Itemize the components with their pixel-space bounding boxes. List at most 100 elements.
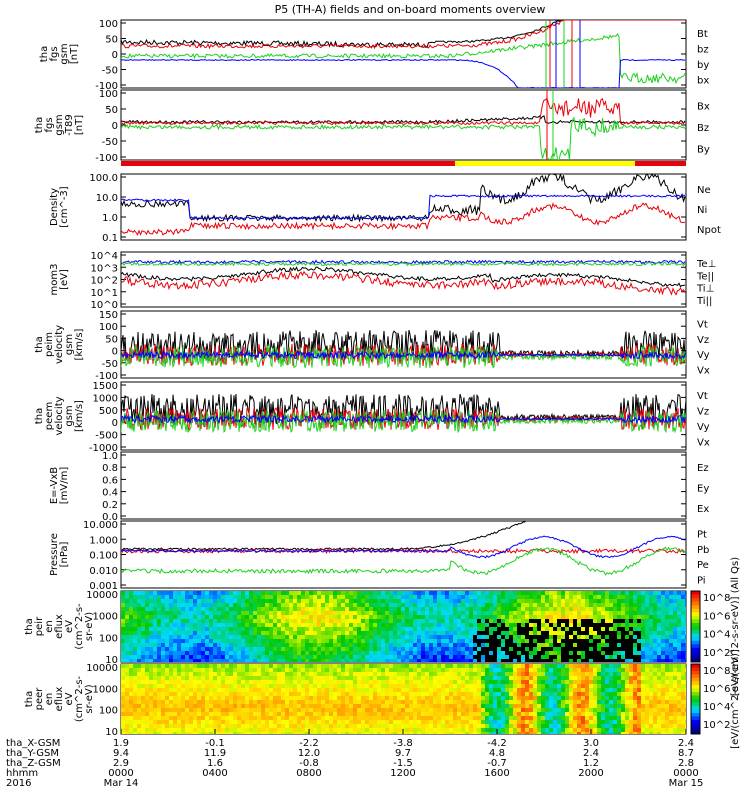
heat-cell: [233, 647, 237, 651]
heat-cell: [373, 623, 377, 627]
heat-cell: [253, 591, 257, 595]
heat-cell: [249, 615, 253, 619]
heat-cell: [661, 627, 665, 631]
heat-cell: [549, 724, 553, 728]
heat-cell: [381, 619, 385, 623]
heat-cell: [433, 664, 437, 668]
heat-cell: [577, 724, 581, 728]
heat-cell: [165, 603, 169, 607]
heat-cell: [661, 623, 665, 627]
heat-cell: [149, 696, 153, 700]
heat-cell: [265, 635, 269, 639]
heat-cell: [533, 672, 537, 676]
heat-cell: [325, 659, 329, 662]
heat-cell: [141, 615, 145, 619]
legend-entry: Pi: [697, 575, 706, 586]
heat-cell: [173, 732, 177, 734]
heat-cell: [577, 615, 581, 619]
heat-cell: [461, 668, 465, 672]
heat-cell: [153, 664, 157, 668]
heat-cell: [433, 696, 437, 700]
heat-cell: [189, 615, 193, 619]
heat-cell: [589, 664, 593, 668]
heat-cell: [633, 651, 637, 655]
legend-entry: By: [697, 144, 710, 155]
heat-cell: [273, 668, 277, 672]
heat-cell: [593, 631, 597, 635]
heat-cell: [129, 639, 133, 643]
heat-cell: [365, 639, 369, 643]
heat-cell: [389, 627, 393, 631]
heat-cell: [389, 704, 393, 708]
heat-cell: [477, 619, 481, 623]
heat-cell: [573, 684, 577, 688]
heat-cell: [549, 696, 553, 700]
heat-cell: [285, 664, 289, 668]
heat-cell: [601, 599, 605, 603]
heat-cell: [665, 631, 669, 635]
heat-cell: [345, 619, 349, 623]
heat-cell: [553, 639, 557, 643]
heat-cell: [605, 631, 609, 635]
heat-cell: [121, 680, 125, 684]
heat-cell: [225, 676, 229, 680]
heat-cell: [601, 611, 605, 615]
heat-cell: [577, 696, 581, 700]
heat-cell: [361, 643, 365, 647]
heat-cell: [297, 591, 301, 595]
heat-cell: [493, 643, 497, 647]
heat-cell: [457, 595, 461, 599]
heat-cell: [509, 728, 513, 732]
heat-cell: [349, 672, 353, 676]
heat-cell: [345, 603, 349, 607]
heat-cell: [313, 700, 317, 704]
heat-cell: [173, 639, 177, 643]
heat-cell: [221, 659, 225, 662]
heat-cell: [401, 647, 405, 651]
heat-cell: [253, 619, 257, 623]
heat-cell: [321, 728, 325, 732]
heat-cell: [233, 672, 237, 676]
heat-cell: [253, 696, 257, 700]
heat-cell: [505, 639, 509, 643]
heat-cell: [485, 708, 489, 712]
heat-cell: [333, 611, 337, 615]
heat-cell: [185, 716, 189, 720]
heat-cell: [229, 700, 233, 704]
heat-cell: [173, 623, 177, 627]
heat-cell: [269, 668, 273, 672]
heat-cell: [309, 732, 313, 734]
heat-cell: [501, 724, 505, 728]
heat-cell: [553, 643, 557, 647]
heat-cell: [337, 688, 341, 692]
heat-cell: [509, 700, 513, 704]
heat-cell: [477, 591, 481, 595]
y-axis-title-line: en: [44, 693, 55, 706]
heat-cell: [441, 603, 445, 607]
heat-cell: [193, 676, 197, 680]
heat-cell: [233, 627, 237, 631]
heat-cell: [169, 708, 173, 712]
heat-cell: [421, 647, 425, 651]
heat-cell: [269, 651, 273, 655]
heat-cell: [481, 704, 485, 708]
heat-cell: [161, 603, 165, 607]
heat-cell: [457, 708, 461, 712]
heat-cell: [309, 615, 313, 619]
heat-cell: [437, 704, 441, 708]
heat-cell: [241, 716, 245, 720]
heat-cell: [225, 591, 229, 595]
heat-cell: [277, 700, 281, 704]
heat-cell: [293, 688, 297, 692]
heat-cell: [497, 659, 501, 662]
heat-cell: [137, 595, 141, 599]
heat-cell: [449, 623, 453, 627]
heat-cell: [321, 732, 325, 734]
heat-cell: [401, 704, 405, 708]
heat-cell: [181, 603, 185, 607]
heat-cell: [585, 595, 589, 599]
heat-cell: [517, 680, 521, 684]
heat-cell: [633, 603, 637, 607]
heat-cell: [545, 732, 549, 734]
